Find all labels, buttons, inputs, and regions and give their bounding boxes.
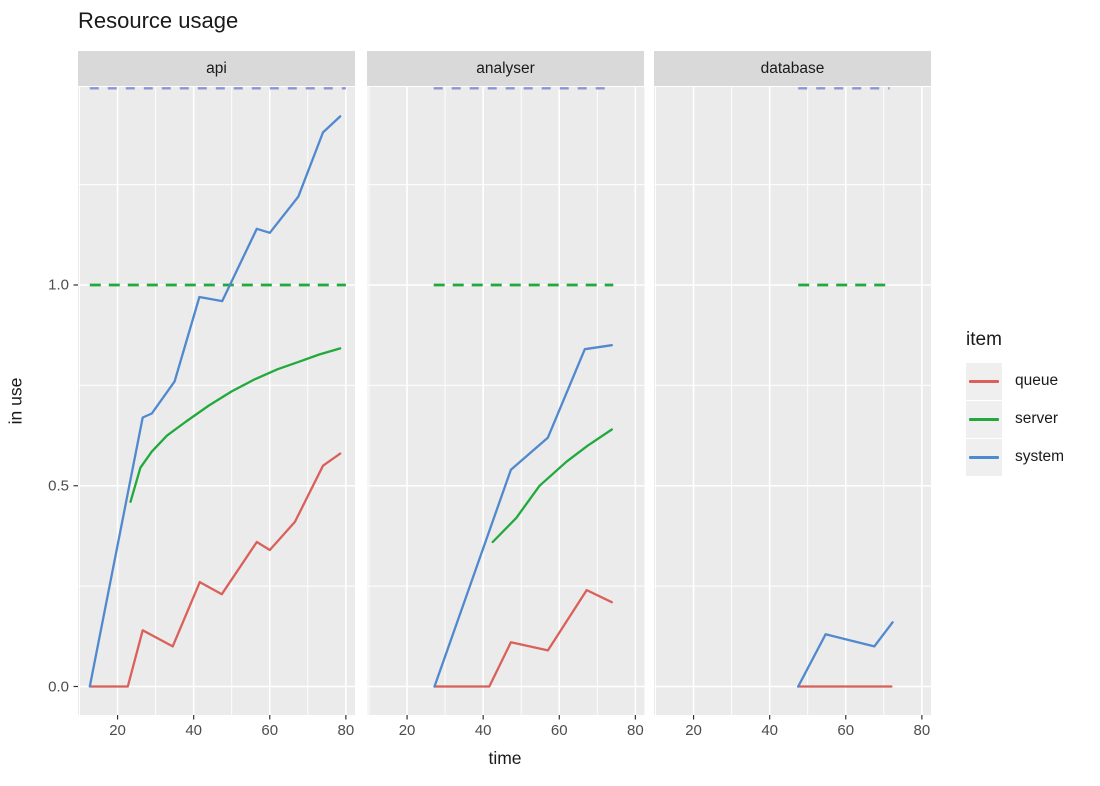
x-tick-label: 40 [474,722,492,739]
x-tick-label: 20 [109,722,126,739]
facet-strip-api: api [78,51,355,86]
system-line-icon [969,455,999,459]
legend-item-server: server [966,400,1064,438]
x-tick-label: 60 [837,722,855,739]
chart-title: Resource usage [78,8,239,33]
legend-item-system: system [966,438,1064,476]
legend-label-queue: queue [1015,372,1059,389]
y-tick-label: 0.0 [48,678,69,695]
facet-strip-database: database [654,51,931,86]
x-tick-label: 80 [627,722,644,739]
legend-item-queue: queue [966,362,1064,400]
y-axis-title: in use [5,377,26,425]
x-tick-label: 40 [761,722,778,739]
y-tick-label: 0.5 [48,477,69,495]
legend-title: item [966,329,1002,350]
x-tick-label: 80 [337,722,355,739]
x-tick-label: 80 [913,722,931,739]
x-tick-label: 40 [185,722,202,739]
x-axis-title: time [488,748,522,768]
y-tick-label: 1.0 [48,276,69,294]
x-tick-label: 60 [261,722,279,739]
legend-label-server: server [1015,410,1059,427]
legend-key-queue [966,362,1002,400]
x-tick-label: 20 [685,722,702,739]
legend: item queue server system [966,329,1064,476]
legend-key-system [966,438,1002,476]
x-tick-label: 60 [550,722,568,739]
legend-label-system: system [1015,448,1065,465]
queue-line-icon [969,379,999,383]
facet-strip-analyser: analyser [367,51,644,86]
server-line-icon [969,417,999,421]
legend-key-server [966,400,1002,438]
x-tick-label: 20 [398,722,416,739]
